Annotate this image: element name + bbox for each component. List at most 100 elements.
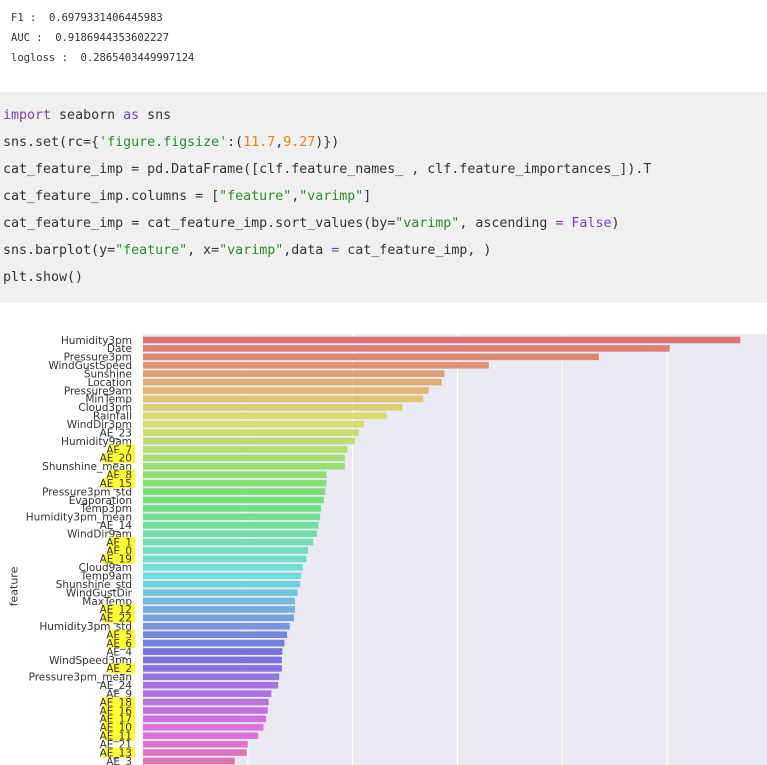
highlight-mark (102, 705, 135, 716)
bar (143, 496, 324, 504)
bar (143, 740, 248, 748)
tick-label: AE_22 (100, 613, 132, 625)
bar (143, 370, 445, 377)
code-token: "feature" (219, 189, 292, 204)
highlight-mark (102, 697, 135, 708)
code-token: sns.barplot(y= (3, 243, 116, 258)
bar (143, 732, 259, 740)
code-token: , x= (187, 243, 220, 258)
highlight-mark (108, 537, 135, 548)
code-token: cat_feature_imp = pd.DataFrame([clf.feat… (3, 162, 652, 177)
bar (143, 648, 283, 655)
tick-label: AE_24 (100, 680, 133, 692)
tick-label: WindGustDir (66, 587, 133, 599)
tick-label: Cloud3pm (78, 402, 132, 414)
code-line: sns.set(rc={'figure.figsize':(11.7,9.27)… (3, 134, 339, 152)
tick-label: AE_11 (100, 731, 132, 743)
code-token: cat_feature_imp = cat_feature_imp.sort_v… (3, 216, 396, 231)
highlight-mark (102, 713, 135, 724)
code-token: seaborn (51, 108, 124, 123)
tick-label: Temp3pm (79, 503, 132, 515)
tick-label: MinTemp (85, 394, 132, 406)
tick-label: Location (88, 377, 132, 389)
bar (143, 429, 359, 436)
tick-label: AE_3 (106, 756, 132, 765)
bar (143, 446, 348, 453)
code-cell[interactable]: import seaborn as sns sns.set(rc={'figure… (0, 92, 767, 303)
tick-label: Pressure3pm_mean (29, 672, 132, 684)
tick-label: AE_20 (100, 453, 132, 465)
tick-label: WindDir3pm (67, 419, 132, 431)
highlight-mark (102, 553, 135, 564)
highlight-mark (102, 722, 135, 733)
bar (143, 564, 303, 571)
bar (143, 437, 356, 445)
highlight-mark (102, 478, 135, 489)
tick-label: Pressure3pm (64, 352, 132, 364)
code-token: sns (139, 108, 172, 123)
highlight-mark (102, 452, 135, 463)
bar (143, 715, 267, 723)
tick-label: AE_19 (100, 554, 132, 566)
code-line: cat_feature_imp.columns = ["feature","va… (3, 188, 371, 206)
code-token: :( (227, 135, 244, 150)
code-token: "varimp" (219, 243, 284, 258)
tick-label: Sunshine (84, 368, 132, 380)
highlight-mark (108, 444, 135, 455)
metric-value: 0.6979331406445983 (48, 12, 163, 24)
bar (143, 412, 387, 420)
bar (143, 345, 670, 352)
y-axis-label: feature (7, 566, 21, 608)
bar (143, 488, 326, 495)
highlight-mark (108, 545, 135, 556)
y-axis-label-text: feature (7, 566, 21, 607)
bar (143, 555, 307, 563)
code-line: cat_feature_imp = pd.DataFrame([clf.feat… (3, 161, 651, 179)
bar (143, 707, 268, 714)
tick-label: AE_2 (106, 663, 132, 675)
metric-line: F1 : 0.6979331406445983 (11, 12, 163, 24)
code-token: "varimp" (395, 216, 460, 231)
code-token: , ascending (459, 216, 556, 231)
bar (143, 505, 322, 512)
code-token: , (275, 135, 284, 150)
highlight-mark (102, 612, 135, 623)
metric-label: logloss : (11, 52, 81, 64)
bar (143, 690, 272, 697)
bar (143, 597, 295, 605)
tick-label: Rainfall (93, 411, 132, 423)
bar (143, 698, 269, 706)
feature-importance-chart: Humidity3pm Date Pressure3pm WindGustSpeed S… (0, 318, 767, 765)
bar (143, 681, 279, 689)
code-token: ,data (283, 243, 332, 258)
metric-line: logloss : 0.2865403449997124 (11, 52, 194, 64)
bar (143, 665, 282, 672)
tick-label: AE_14 (100, 520, 133, 532)
metric-value: 0.9186944353602227 (55, 32, 170, 44)
code-token: as (123, 108, 140, 123)
tick-label: Evaporation (69, 495, 132, 507)
code-token: = (331, 243, 340, 258)
tick-label: Pressure3pm_std (42, 486, 132, 498)
code-token: 11.7 (243, 135, 276, 150)
bar (143, 336, 741, 344)
code-token: cat_feature_imp, ) (339, 243, 492, 258)
tick-label: Pressure9am (64, 385, 132, 397)
bar (143, 521, 319, 529)
code-token: import (3, 108, 52, 123)
bar (143, 471, 327, 479)
code-line: import seaborn as sns (3, 107, 171, 125)
bar (143, 479, 327, 487)
highlight-mark (108, 629, 135, 640)
bar (143, 614, 294, 622)
tick-label: Humidity3pm_mean (26, 512, 132, 524)
bar (143, 749, 247, 756)
bar (143, 404, 403, 411)
bar (143, 454, 345, 462)
highlight-mark (102, 604, 135, 615)
bar (143, 656, 282, 664)
highlight-mark (108, 638, 135, 649)
tick-label: AE_13 (100, 747, 132, 759)
code-line: sns.barplot(y="feature", x="varimp",data… (3, 242, 491, 260)
bar (143, 378, 442, 386)
